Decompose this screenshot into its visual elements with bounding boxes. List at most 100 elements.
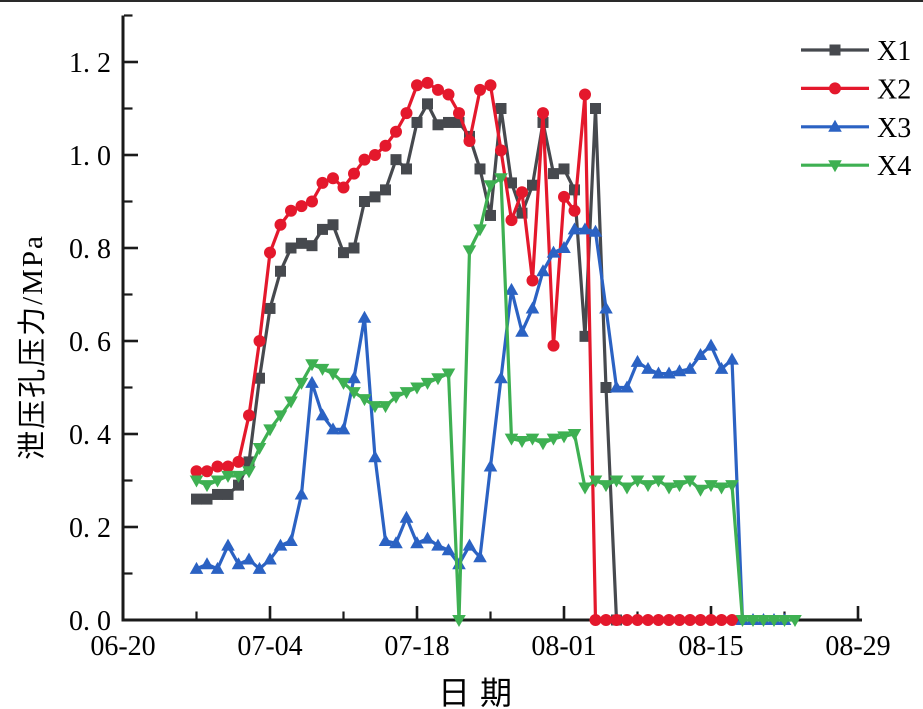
data-marker-X4 — [557, 431, 571, 444]
legend-item-X1: X1 — [801, 36, 911, 67]
data-marker-X4 — [210, 475, 225, 488]
data-marker-X4 — [536, 438, 550, 451]
data-marker-X4 — [399, 387, 414, 400]
data-marker-X2 — [526, 274, 539, 287]
data-marker-X1 — [506, 177, 517, 189]
data-marker-X3 — [567, 222, 582, 235]
data-marker-X4 — [263, 424, 277, 437]
data-marker-X4 — [788, 615, 802, 627]
data-marker-X2 — [610, 614, 623, 626]
data-marker-X4 — [525, 433, 540, 446]
data-marker-X2 — [285, 204, 297, 217]
series-X2 — [190, 76, 738, 626]
data-marker-X2 — [684, 614, 696, 626]
y-tick-label: 1. 0 — [69, 141, 111, 172]
data-marker-X3 — [641, 361, 655, 374]
data-marker-X2 — [631, 614, 644, 626]
data-marker-X3 — [620, 380, 634, 393]
legend-item-X3: X3 — [801, 113, 911, 144]
data-marker-X1 — [485, 209, 496, 221]
data-marker-X1 — [191, 493, 202, 505]
legend-marker-X4 — [828, 160, 842, 173]
data-marker-X3 — [378, 533, 393, 546]
data-marker-X2 — [358, 153, 371, 166]
data-marker-X2 — [600, 614, 612, 626]
data-marker-X2 — [715, 614, 728, 626]
series-X4 — [189, 173, 802, 627]
data-marker-X4 — [777, 615, 792, 627]
data-marker-X3 — [431, 538, 445, 551]
data-marker-X3 — [231, 557, 246, 570]
data-marker-X2 — [463, 135, 476, 148]
data-marker-X3 — [221, 538, 235, 551]
data-marker-X2 — [243, 409, 255, 422]
data-marker-X2 — [442, 88, 455, 101]
data-marker-X4 — [273, 410, 288, 423]
data-marker-X2 — [411, 79, 423, 92]
data-marker-X2 — [295, 200, 308, 213]
data-marker-X2 — [306, 195, 318, 208]
data-marker-X2 — [232, 455, 245, 468]
data-marker-X1 — [411, 116, 423, 128]
data-marker-X2 — [400, 107, 413, 120]
y-tick-label: 0. 4 — [69, 420, 111, 451]
data-marker-X1 — [285, 242, 297, 254]
data-marker-X4 — [662, 482, 676, 495]
series-X3 — [189, 222, 792, 625]
data-marker-X3 — [294, 487, 309, 500]
data-marker-X2 — [264, 246, 276, 259]
data-marker-X2 — [547, 339, 560, 352]
data-marker-X3 — [368, 450, 382, 463]
data-marker-X3 — [578, 222, 592, 235]
data-marker-X2 — [642, 614, 654, 626]
data-marker-X1 — [401, 163, 412, 175]
y-tick-label: 0. 2 — [69, 513, 111, 544]
data-marker-X1 — [275, 265, 286, 277]
data-marker-X2 — [537, 107, 549, 120]
x-tick-label: 06-20 — [90, 631, 155, 662]
legend-label-X3: X3 — [877, 113, 911, 144]
data-marker-X4 — [504, 433, 519, 446]
data-marker-X1 — [516, 207, 528, 219]
data-marker-X4 — [515, 435, 529, 448]
data-marker-X1 — [527, 179, 538, 191]
data-marker-X2 — [621, 614, 633, 626]
data-marker-X2 — [505, 214, 518, 227]
y-tick-label: 0. 0 — [69, 606, 111, 637]
data-marker-X1 — [296, 237, 307, 249]
x-tick-label: 08-01 — [531, 631, 596, 662]
data-marker-X2 — [390, 125, 402, 138]
data-marker-X3 — [504, 282, 519, 295]
data-marker-X4 — [767, 615, 781, 627]
data-marker-X3 — [672, 364, 687, 377]
data-marker-X3 — [683, 361, 697, 374]
data-marker-X1 — [359, 196, 370, 207]
data-marker-X3 — [189, 561, 204, 574]
series-line-X2 — [196, 81, 732, 622]
data-marker-X2 — [484, 79, 497, 92]
data-marker-X4 — [305, 359, 319, 372]
data-marker-X4 — [546, 433, 561, 446]
data-marker-X2 — [253, 335, 266, 347]
y-tick-label: 1. 2 — [69, 48, 111, 79]
data-marker-X1 — [233, 479, 244, 491]
data-marker-X1 — [212, 488, 223, 500]
data-marker-X4 — [452, 615, 466, 627]
axes: 0. 0 0. 2 0. 4 0. 6 0. 8 1. 0 1. 2 06-20 07-04 07… — [69, 14, 891, 662]
x-tick-label: 07-18 — [384, 631, 449, 662]
y-axis-title: 泄压孔压力/MPa — [17, 234, 49, 460]
legend-label-X2: X2 — [877, 74, 911, 105]
data-marker-X1 — [327, 219, 339, 231]
data-marker-X1 — [569, 184, 580, 196]
data-marker-X4 — [441, 368, 456, 381]
data-marker-X3 — [494, 371, 508, 384]
x-tick-label: 08-29 — [825, 631, 890, 662]
data-marker-X4 — [231, 470, 246, 483]
legend: X1 X2 X3 X4 — [801, 36, 911, 182]
data-marker-X3 — [725, 352, 739, 365]
scan-edge-line — [0, 0, 923, 2]
data-marker-X3 — [399, 510, 414, 523]
data-marker-X4 — [714, 482, 729, 495]
data-marker-X2 — [663, 614, 675, 626]
